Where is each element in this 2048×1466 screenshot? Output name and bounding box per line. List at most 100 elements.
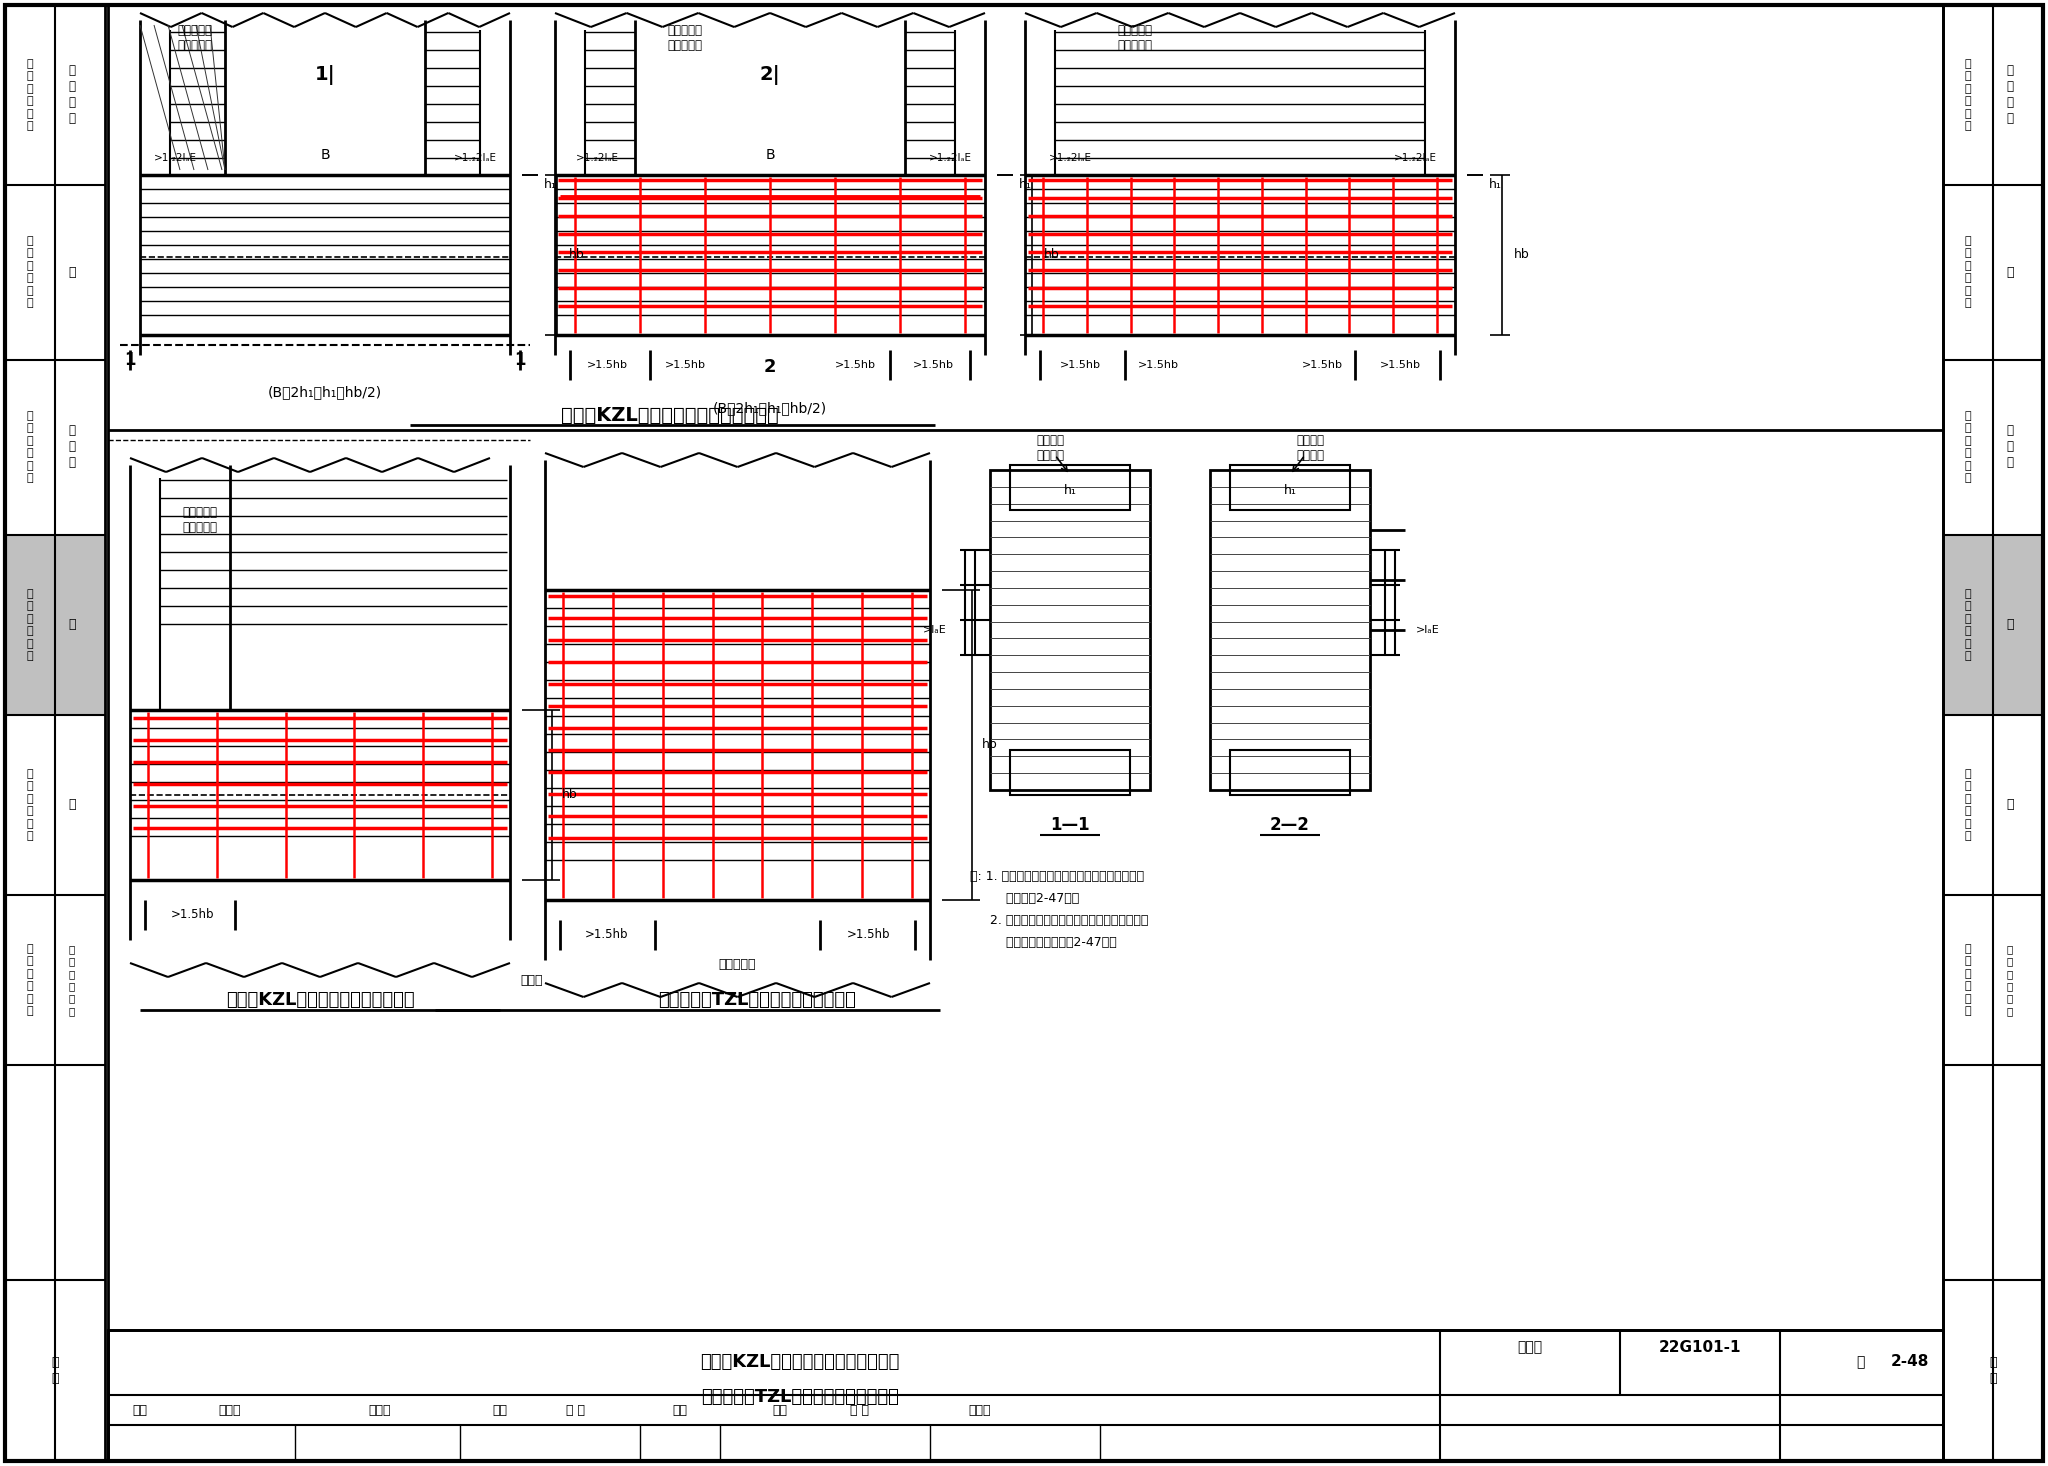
Text: 1|: 1| (315, 65, 336, 85)
Text: 转换柱: 转换柱 (520, 973, 543, 987)
Text: B: B (319, 148, 330, 163)
Text: (B＞2h₁且h₁＜hb/2): (B＞2h₁且h₁＜hb/2) (713, 402, 827, 415)
Text: 一
般
构
造: 一 般 构 造 (2007, 65, 2013, 126)
Text: 一
般
构
造: 一 般 构 造 (68, 65, 76, 126)
Text: >1.5hb: >1.5hb (913, 361, 954, 369)
Text: >1.5hb: >1.5hb (170, 909, 213, 922)
Text: 1: 1 (125, 350, 135, 369)
Text: 附
录: 附 录 (1989, 1356, 1997, 1384)
Text: 板: 板 (2007, 799, 2013, 812)
Text: 边缘构件纵
向钢筋示意: 边缘构件纵 向钢筋示意 (668, 23, 702, 51)
Text: >1.5hb: >1.5hb (664, 361, 705, 369)
Text: 2—2: 2—2 (1270, 817, 1311, 834)
Bar (109, 1330, 1944, 1462)
Text: 柱: 柱 (2007, 265, 2013, 279)
Text: 边缘构件纵
向钢筋示意: 边缘构件纵 向钢筋示意 (182, 506, 217, 534)
Text: 托柱转换梁TZL托柱位置箍筋加密构造: 托柱转换梁TZL托柱位置箍筋加密构造 (657, 991, 856, 1009)
Text: >1.5hb: >1.5hb (586, 928, 629, 941)
Text: 2-48: 2-48 (1890, 1355, 1929, 1369)
Text: >1.₂2lₐE: >1.₂2lₐE (575, 152, 618, 163)
Text: (B＜2h₁且h₁＞hb/2): (B＜2h₁且h₁＞hb/2) (268, 386, 383, 399)
Text: >1.5hb: >1.5hb (1380, 361, 1421, 369)
Text: >1.5hb: >1.5hb (586, 361, 627, 369)
Text: >1.₂2lₐE: >1.₂2lₐE (453, 152, 496, 163)
Text: 附
录: 附 录 (51, 1356, 59, 1384)
Bar (1010, 751, 1130, 795)
Bar (4, 4, 104, 1462)
Bar (1231, 465, 1350, 510)
Text: >1.5hb: >1.5hb (1300, 361, 1343, 369)
Text: 剪
力
墙: 剪 力 墙 (68, 425, 76, 469)
Text: hb: hb (983, 739, 997, 752)
Text: h₁: h₁ (1489, 179, 1501, 192)
Text: 吴汉疆: 吴汉疆 (219, 1403, 242, 1416)
Text: 标
准
构
造
详
图: 标 准 构 造 详 图 (1964, 236, 1972, 308)
Text: >1.5hb: >1.5hb (1059, 361, 1100, 369)
Text: 罗 斌: 罗 斌 (565, 1403, 584, 1416)
Text: 审核: 审核 (133, 1403, 147, 1416)
Text: >1.5hb: >1.5hb (834, 361, 874, 369)
Text: 2. 墙体竖向钢筋锚固长度及边缘构件纵向钢筋: 2. 墙体竖向钢筋锚固长度及边缘构件纵向钢筋 (971, 913, 1149, 927)
Text: >lₐE: >lₐE (924, 625, 946, 635)
Text: >1.5hb: >1.5hb (846, 928, 889, 941)
Text: 锚固做法见本图集第2-47页。: 锚固做法见本图集第2-47页。 (971, 935, 1116, 949)
Bar (1010, 465, 1130, 510)
Text: 标
准
构
造
详
图: 标 准 构 造 详 图 (1964, 59, 1972, 130)
Text: h₁: h₁ (1284, 484, 1296, 497)
Text: 标
准
构
造
详
图: 标 准 构 造 详 图 (27, 944, 33, 1016)
Text: hb: hb (1513, 249, 1530, 261)
Text: 边缘构件纵
向钢筋示意: 边缘构件纵 向钢筋示意 (1118, 23, 1153, 51)
Text: 标
准
构
造
详
图: 标 准 构 造 详 图 (27, 59, 33, 130)
Text: >1.₂2lₐE: >1.₂2lₐE (1393, 152, 1436, 163)
Text: 补强暗梁
设计指定: 补强暗梁 设计指定 (1036, 434, 1065, 462)
Text: 梁: 梁 (68, 619, 76, 632)
Text: 标
准
构
造
详
图: 标 准 构 造 详 图 (1964, 589, 1972, 661)
Bar (1010, 751, 1130, 795)
Text: h₁: h₁ (1063, 484, 1077, 497)
Text: >1.₂2lₐE: >1.₂2lₐE (1049, 152, 1092, 163)
Text: 标
准
构
造
详
图: 标 准 构 造 详 图 (1964, 410, 1972, 482)
Text: 图集号: 图集号 (1518, 1340, 1542, 1355)
Text: 吴汉孙: 吴汉孙 (369, 1403, 391, 1416)
Bar (1944, 4, 2044, 1462)
Text: 22G101-1: 22G101-1 (1659, 1340, 1741, 1355)
Text: h₁: h₁ (1018, 179, 1032, 192)
Bar (1010, 465, 1130, 510)
Text: 标
准
构
造
详
图: 标 准 构 造 详 图 (27, 589, 33, 661)
Text: 校对: 校对 (492, 1403, 508, 1416)
Bar (989, 471, 1151, 790)
Bar (1231, 751, 1350, 795)
Text: 边缘构件纵
向钢筋示意: 边缘构件纵 向钢筋示意 (178, 23, 213, 51)
Bar (1210, 471, 1370, 790)
Text: 箍筋加密区: 箍筋加密区 (719, 959, 756, 972)
Text: 标
准
构
造
详
图: 标 准 构 造 详 图 (1964, 944, 1972, 1016)
Text: 托柱转换梁TZL托柱位置箍筋加密构造: 托柱转换梁TZL托柱位置箍筋加密构造 (700, 1388, 899, 1406)
Bar (4, 535, 104, 715)
Text: 设计: 设计 (772, 1403, 788, 1416)
Text: 页: 页 (1855, 1355, 1864, 1369)
Text: 2: 2 (764, 358, 776, 375)
Text: >1.₂2lₐE: >1.₂2lₐE (928, 152, 971, 163)
Text: 补强钢筋
设计指定: 补强钢筋 设计指定 (1296, 434, 1323, 462)
Bar (1944, 535, 2044, 715)
Text: 标
准
构
造
详
图: 标 准 构 造 详 图 (27, 410, 33, 482)
Text: hb: hb (1044, 249, 1061, 261)
Text: >1.₂2lₐE: >1.₂2lₐE (154, 152, 197, 163)
Text: >lₐE: >lₐE (1415, 625, 1440, 635)
Text: 1: 1 (514, 350, 526, 369)
Text: 2|: 2| (760, 65, 780, 85)
Text: 板: 板 (68, 799, 76, 812)
Text: 注: 1. 托柱转换梁的纵向钢筋配筋构造具体做法见: 注: 1. 托柱转换梁的纵向钢筋配筋构造具体做法见 (971, 869, 1145, 883)
Bar (1231, 751, 1350, 795)
Bar (1231, 465, 1350, 510)
Text: 标
准
构
造
详
图: 标 准 构 造 详 图 (1964, 770, 1972, 841)
Text: B: B (766, 148, 774, 163)
Text: 框支梁KZL上部墙体边开洞加强做法: 框支梁KZL上部墙体边开洞加强做法 (225, 991, 414, 1009)
Text: 标
准
构
造
详
图: 标 准 构 造 详 图 (27, 770, 33, 841)
Text: 剪
力
墙: 剪 力 墙 (2007, 425, 2013, 469)
Text: 其
他
相
关
构
造: 其 他 相 关 构 造 (70, 944, 76, 1016)
Text: 1—1: 1—1 (1051, 817, 1090, 834)
Text: 徐莉莉: 徐莉莉 (969, 1403, 991, 1416)
Text: 框支梁KZL上部墙体开洞部位加强做法: 框支梁KZL上部墙体开洞部位加强做法 (561, 406, 778, 425)
Text: h₁: h₁ (543, 179, 557, 192)
